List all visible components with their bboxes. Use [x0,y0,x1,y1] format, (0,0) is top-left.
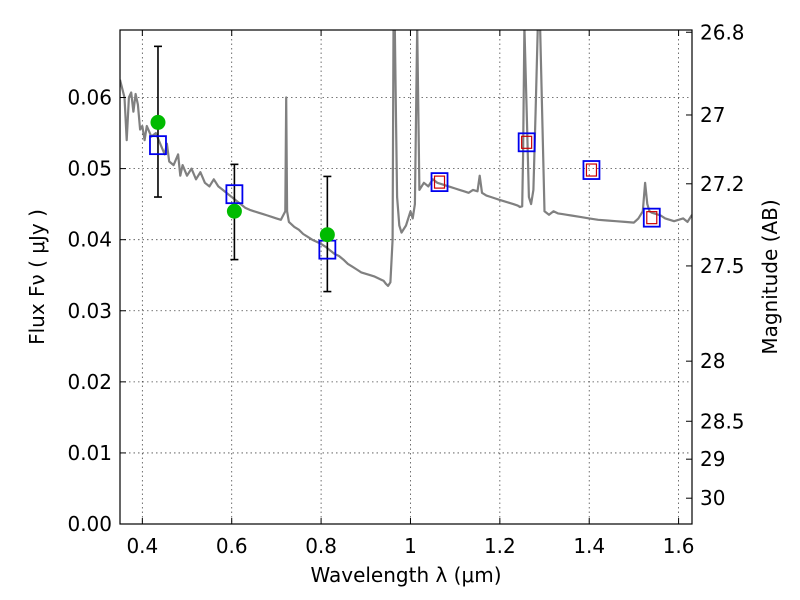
y-axis-title: Flux Fν ( μJy ) [25,209,49,345]
mag-tick-label: 28 [700,349,725,373]
plot-frame [119,29,693,525]
y-tick-label: 0.02 [67,370,112,394]
observed-point [226,203,242,219]
mag-tick-label: 27.5 [700,254,745,278]
y-tick-label: 0.00 [67,512,112,536]
magnitude-axis-title: Magnitude (AB) [758,199,782,354]
x-axis-ticks: 0.4 0.6 0.8 1 1.2 1.4 1.6 [126,30,695,558]
model-photometry-box [582,160,601,180]
mag-tick-label: 27.2 [700,172,745,196]
y-tick-label: 0.06 [67,86,112,110]
model-photometry-box [225,184,244,205]
model-photometry-inner-marker [433,175,446,189]
observed-point [319,227,335,243]
grid-lines [120,30,692,524]
model-photometry-box [642,207,661,228]
mag-tick-label: 27 [700,103,725,127]
y-tick-label: 0.01 [67,441,112,465]
observed-point [150,114,166,130]
x-tick-label: 0.4 [126,534,158,558]
x-tick-label: 1 [404,534,417,558]
model-photometry-inner-marker [521,135,533,149]
x-tick-label: 1.2 [484,534,516,558]
model-photometry-inner-marker [646,211,658,225]
y-axis-ticks: 0.00 0.01 0.02 0.03 0.04 0.05 0.06 [67,86,126,536]
x-tick-label: 1.4 [573,534,605,558]
model-photometry-box [430,172,449,193]
model-photometry-inner-marker [585,163,598,177]
x-axis-title: Wavelength λ (μm) [310,563,501,587]
y-tick-label: 0.03 [67,299,112,323]
mag-tick-label: 28.5 [700,409,745,433]
mag-tick-label: 30 [700,486,725,510]
model-photometry-boxes [149,132,661,260]
model-spectrum-line [120,30,692,287]
observed-points [150,114,335,243]
y-tick-label: 0.05 [67,157,112,181]
magnitude-axis-ticks: 26.8 27 27.2 27.5 28 28.5 29 30 [686,20,745,510]
x-tick-label: 1.6 [663,534,695,558]
x-tick-label: 0.8 [305,534,337,558]
model-photometry-box [517,132,536,153]
y-tick-label: 0.04 [67,228,112,252]
mag-tick-label: 26.8 [700,20,745,44]
model-photometry-box [149,135,167,156]
mag-tick-label: 29 [700,447,725,471]
x-tick-label: 0.6 [216,534,248,558]
